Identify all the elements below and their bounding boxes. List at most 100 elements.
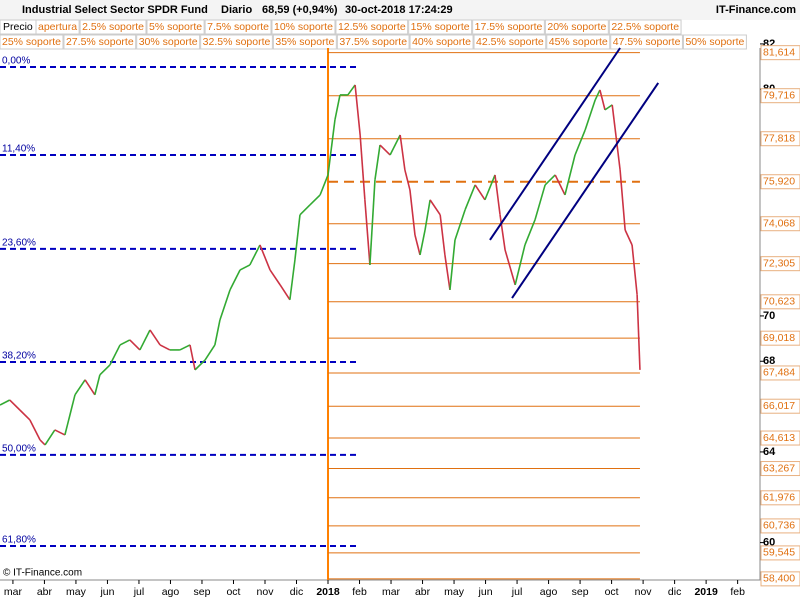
price-segment xyxy=(204,344,216,361)
x-tick-label: nov xyxy=(635,586,653,598)
legend-entry: 7.5% soporte xyxy=(207,21,269,33)
level-box xyxy=(760,518,800,534)
price-segment xyxy=(399,134,406,171)
level-box xyxy=(760,294,800,310)
level-label: 61,976 xyxy=(763,492,795,504)
level-label: 77,818 xyxy=(763,132,795,144)
legend-box xyxy=(546,34,611,50)
price-segment xyxy=(524,219,536,246)
trendline xyxy=(511,82,660,299)
legend-box xyxy=(146,19,205,35)
y-tick-label: 68 xyxy=(763,355,775,367)
price-segment xyxy=(54,429,66,436)
price-segment xyxy=(39,439,46,446)
price-segment xyxy=(494,174,501,215)
price-segment xyxy=(319,174,329,196)
level-box xyxy=(760,398,800,414)
retracement-label: 61,80% xyxy=(2,535,36,546)
legend-box xyxy=(136,34,201,50)
price-segment xyxy=(379,144,391,156)
x-tick-label: 2019 xyxy=(694,586,718,598)
level-box xyxy=(760,545,800,561)
legend-entry: 45% soporte xyxy=(549,36,608,48)
level-box xyxy=(760,174,800,190)
price-segment xyxy=(474,184,486,201)
retracement-label: 23,60% xyxy=(2,237,36,248)
legend-entry: 40% soporte xyxy=(412,36,471,48)
header-bar xyxy=(0,0,800,20)
x-tick-label: mar xyxy=(382,586,401,598)
level-box xyxy=(760,430,800,446)
price-segment xyxy=(364,199,371,265)
level-label: 69,018 xyxy=(763,332,795,344)
x-tick-label: oct xyxy=(226,586,240,598)
price-segment xyxy=(409,189,416,236)
legend-entry: 32.5% soporte xyxy=(203,36,271,48)
price-segment xyxy=(574,129,586,156)
price-segment xyxy=(194,359,206,371)
level-box xyxy=(760,256,800,272)
price-segment xyxy=(229,269,241,291)
legend-box xyxy=(682,34,747,50)
price-segment xyxy=(129,339,141,351)
price-segment xyxy=(611,104,621,171)
retracement-label: 11,40% xyxy=(2,144,35,155)
price-segment xyxy=(9,399,21,411)
legend-entry: 47.5% soporte xyxy=(613,36,681,48)
legend-box xyxy=(335,19,409,35)
price-segment xyxy=(429,199,441,216)
level-box xyxy=(760,45,800,61)
legend-price: Precio xyxy=(3,21,33,33)
price-segment xyxy=(514,244,526,286)
price-segment xyxy=(389,134,401,156)
price-segment xyxy=(454,209,466,241)
level-label: 63,267 xyxy=(763,462,795,474)
level-box xyxy=(760,88,800,104)
price-segment xyxy=(544,174,556,186)
price-segment xyxy=(219,289,231,321)
legend-box xyxy=(200,34,273,50)
level-box xyxy=(760,330,800,346)
x-tick-label: jul xyxy=(133,586,145,598)
price-segment xyxy=(594,89,601,101)
level-box xyxy=(760,571,800,587)
level-label: 74,068 xyxy=(763,217,795,229)
legend-entry: 50% soporte xyxy=(685,36,744,48)
retracement-label: 0,00% xyxy=(2,56,30,67)
price-segment xyxy=(309,194,321,206)
price-segment xyxy=(179,344,191,351)
price-segment xyxy=(414,234,421,256)
level-label: 59,545 xyxy=(763,547,795,559)
legend-entry: 22.5% soporte xyxy=(611,21,679,33)
price-segment xyxy=(29,419,41,441)
legend-entry: 27.5% soporte xyxy=(66,36,134,48)
legend-box xyxy=(608,19,682,35)
legend-entry: 25% soporte xyxy=(2,36,61,48)
price-segment xyxy=(449,239,456,290)
price-segment xyxy=(464,184,476,211)
price-segment xyxy=(269,269,281,286)
x-tick-label: jul xyxy=(511,586,523,598)
level-box xyxy=(760,461,800,477)
price-segment xyxy=(214,319,221,346)
price-segment xyxy=(44,429,56,446)
legend-entry: apertura xyxy=(38,21,77,33)
legend-entry: 12.5% soporte xyxy=(338,21,406,33)
x-tick-label: jun xyxy=(478,586,493,598)
price-segment xyxy=(19,409,31,421)
price-segment xyxy=(74,379,86,396)
price-segment xyxy=(189,344,196,371)
x-tick-label: abr xyxy=(37,586,53,598)
legend-entry: 17.5% soporte xyxy=(475,21,543,33)
price-segment xyxy=(334,94,341,121)
price-segment xyxy=(504,249,516,286)
price-segment xyxy=(299,204,311,216)
legend-box xyxy=(272,34,337,50)
retracement-label: 38,20% xyxy=(2,351,36,362)
legend-entry: 15% soporte xyxy=(411,21,470,33)
price-segment xyxy=(347,84,356,96)
price-segment xyxy=(94,374,101,396)
price-segment xyxy=(294,214,301,261)
level-label: 60,736 xyxy=(763,520,795,532)
x-tick-label: ago xyxy=(162,586,180,598)
